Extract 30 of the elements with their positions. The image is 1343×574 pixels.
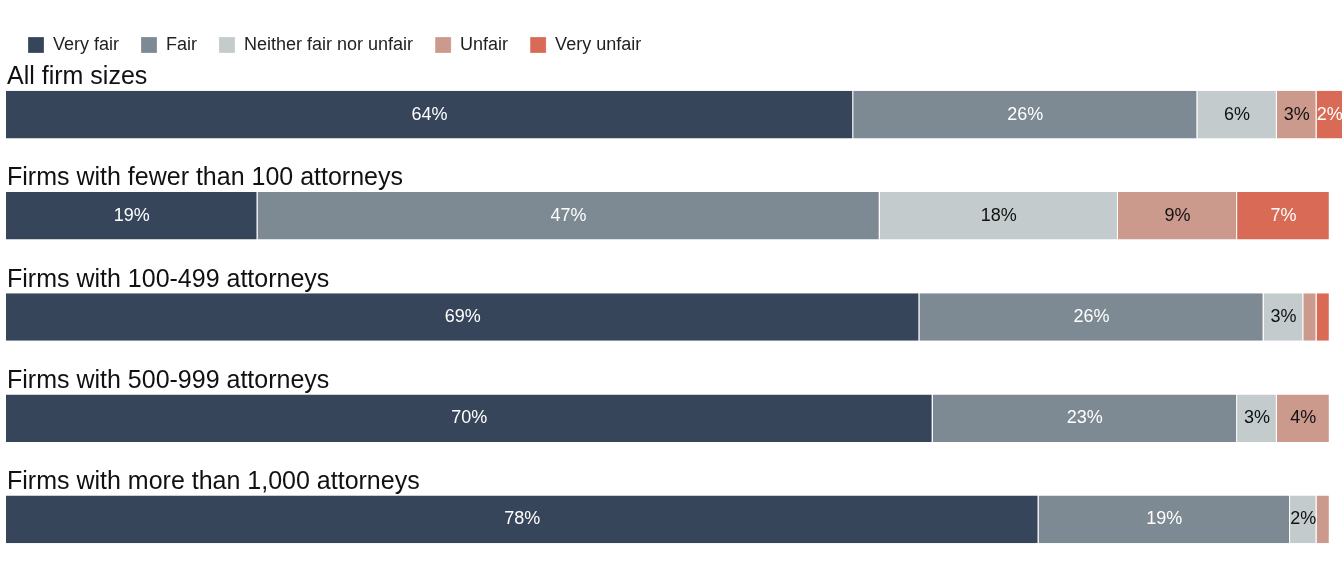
data-label: 47%	[550, 204, 587, 225]
legend-label: Fair	[166, 33, 198, 54]
legend-label: Unfair	[460, 33, 509, 54]
y-tick-label: Firms with more than 1,000 attorneys	[7, 466, 420, 495]
data-label: 7%	[1270, 204, 1297, 225]
y-tick-label: Firms with 100-499 attorneys	[7, 263, 330, 292]
data-label: 64%	[411, 103, 448, 124]
data-label: 3%	[1243, 407, 1270, 428]
data-label: 19%	[1146, 508, 1183, 529]
y-tick-label: Firms with 500-999 attorneys	[7, 364, 330, 393]
data-label: 69%	[444, 305, 481, 326]
y-tick-label: Firms with fewer than 100 attorneys	[7, 162, 403, 191]
data-label: 9%	[1164, 204, 1191, 225]
data-label: 23%	[1066, 407, 1103, 428]
data-label: 26%	[1007, 103, 1044, 124]
data-label: 4%	[1290, 407, 1317, 428]
data-label: 78%	[504, 508, 541, 529]
data-label: 19%	[113, 204, 150, 225]
legend-label: Very fair	[53, 33, 120, 54]
data-label: 3%	[1283, 103, 1310, 124]
y-tick-label: All firm sizes	[7, 61, 148, 90]
legend-label: Very unfair	[555, 33, 642, 54]
data-label: 6%	[1224, 103, 1251, 124]
legend-label: Neither fair nor unfair	[244, 33, 414, 54]
data-label: 2%	[1290, 508, 1317, 529]
data-label: 2%	[1316, 103, 1343, 124]
data-label: 70%	[451, 407, 488, 428]
data-label: 18%	[980, 204, 1017, 225]
data-label: 3%	[1270, 305, 1297, 326]
data-label: 26%	[1073, 305, 1110, 326]
